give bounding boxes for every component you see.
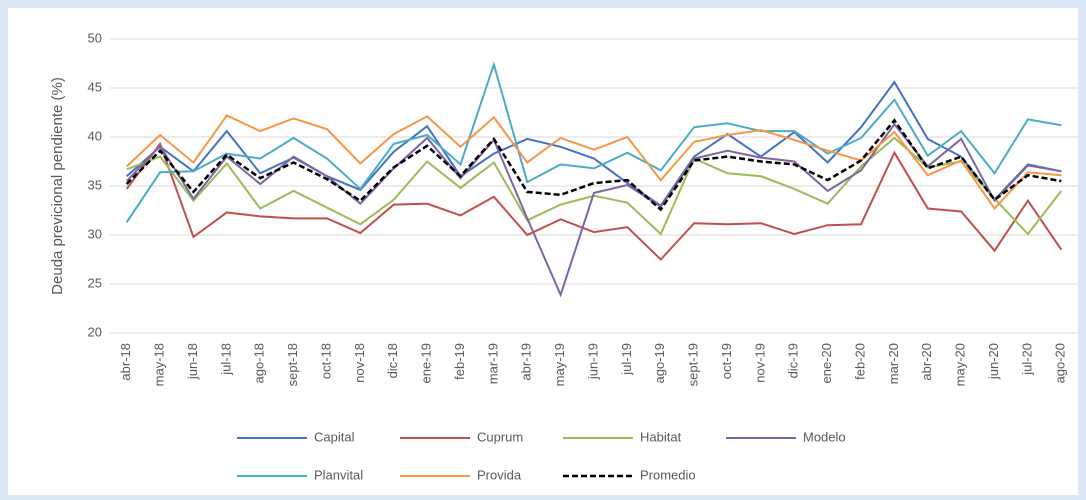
legend-label: Modelo: [803, 429, 846, 444]
x-tick-label: may-20: [953, 343, 968, 386]
x-tick-label: jun-18: [185, 343, 200, 380]
y-tick-label: 30: [88, 226, 102, 241]
series-line: [125, 61, 1062, 223]
x-tick-label: jun-20: [986, 343, 1001, 380]
x-tick-label: ago-19: [652, 343, 667, 383]
y-axis-label: Deuda previcional pendiente (%): [49, 77, 66, 295]
x-tick-label: mar-19: [485, 343, 500, 384]
x-tick-label: nov-19: [752, 343, 767, 383]
x-tick-label: abr-18: [118, 343, 133, 381]
y-tick-label: 50: [88, 30, 102, 45]
x-tick-label: sept-18: [285, 343, 300, 386]
x-tick-label: dic-18: [385, 343, 400, 378]
series-line: [126, 114, 1062, 211]
x-tick-label: oct-18: [318, 343, 333, 379]
y-tick-label: 40: [88, 128, 102, 143]
x-tick-label: jun-19: [585, 343, 600, 380]
legend-label: Habitat: [640, 429, 682, 444]
legend-label: Provida: [477, 467, 522, 482]
x-tick-label: ago-20: [1053, 343, 1068, 383]
x-tick-label: ene-19: [419, 343, 434, 383]
x-tick-label: jul-18: [218, 343, 233, 376]
series-line: [125, 141, 1063, 261]
x-tick-label: jul-19: [619, 343, 634, 376]
x-tick-label: dic-19: [786, 343, 801, 378]
x-tick-label: sept-19: [686, 343, 701, 386]
legend-label: Promedio: [640, 467, 696, 482]
x-tick-label: may-18: [152, 343, 167, 386]
legend-label: Capital: [314, 429, 355, 444]
y-tick-label: 25: [88, 275, 102, 290]
series-line: [126, 80, 1062, 207]
y-tick-label: 35: [88, 177, 102, 192]
x-tick-label: mar-20: [886, 343, 901, 384]
chart-area: [8, 8, 1078, 495]
x-tick-label: jul-20: [1019, 343, 1034, 376]
x-tick-label: feb-20: [852, 343, 867, 380]
x-tick-label: abr-19: [519, 343, 534, 381]
x-tick-label: oct-19: [719, 343, 734, 379]
x-tick-label: nov-18: [352, 343, 367, 383]
x-tick-label: ene-20: [819, 343, 834, 383]
x-tick-label: feb-19: [452, 343, 467, 380]
legend-label: Cuprum: [477, 429, 523, 444]
x-tick-label: may-19: [552, 343, 567, 386]
series-line: [125, 118, 1062, 212]
x-tick-label: ago-18: [252, 343, 267, 383]
y-tick-label: 20: [88, 324, 102, 339]
y-tick-label: 45: [88, 79, 102, 94]
legend-label: Planvital: [314, 467, 363, 482]
series-line: [125, 122, 1062, 298]
x-tick-label: abr-20: [919, 343, 934, 381]
